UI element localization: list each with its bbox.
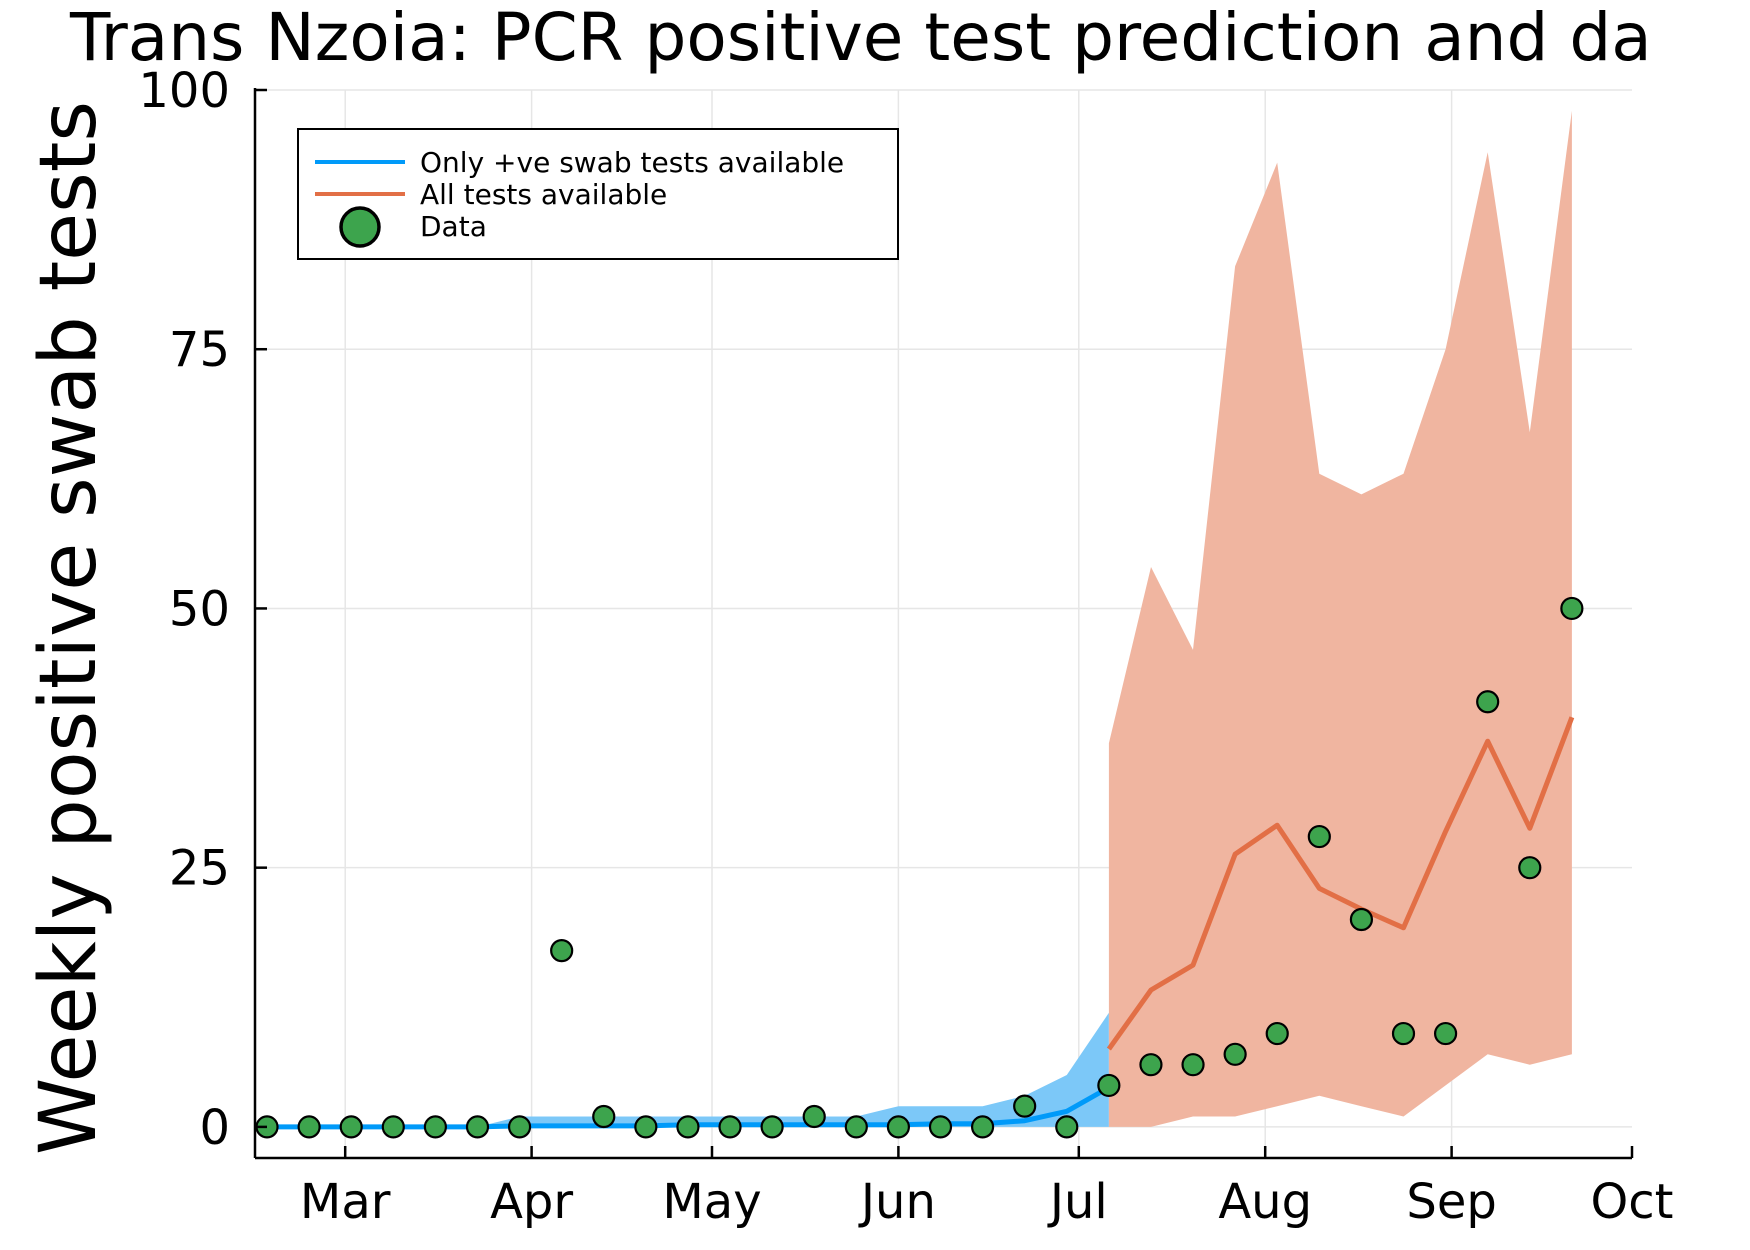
series-1-band [1108, 110, 1572, 1127]
data-point [1181, 1053, 1205, 1077]
data-point [1391, 1021, 1416, 1046]
legend-marker-data [339, 206, 381, 248]
x-tick-label-mar: Mar [300, 1174, 391, 1230]
data-point [1307, 824, 1331, 849]
data-point [634, 1115, 658, 1139]
data-point [1055, 1115, 1079, 1139]
data-point [550, 939, 574, 963]
y-tick-label-25: 25 [169, 841, 230, 897]
y-axis-label: Weekly positive swab tests [24, 101, 114, 1155]
x-tick-label-oct: Oct [1591, 1174, 1674, 1230]
data-point [1223, 1042, 1247, 1066]
data-point [339, 1115, 363, 1139]
data-point [970, 1115, 995, 1139]
legend-label-1: All tests available [420, 178, 667, 211]
y-tick-label-0: 0 [199, 1100, 230, 1156]
data-point [507, 1115, 532, 1139]
data-point [676, 1115, 700, 1139]
x-tick-label-sep: Sep [1406, 1174, 1496, 1230]
tick-labels: 0 25 50 75 100 Mar Apr May Jun Jul Aug Sep Oct [138, 63, 1673, 1230]
series-0-band [267, 1012, 1109, 1127]
data-point [802, 1104, 826, 1129]
x-tick-label-apr: Apr [490, 1174, 573, 1230]
data-point [886, 1115, 911, 1139]
data-point [844, 1115, 868, 1139]
series-1-line [1106, 716, 1575, 1051]
data-point [381, 1115, 405, 1139]
data-points [255, 596, 1584, 1139]
confidence-bands [267, 110, 1572, 1127]
data-point [1433, 1021, 1458, 1046]
data-point [423, 1115, 447, 1139]
legend-label-0: Only +ve swab tests available [420, 146, 844, 179]
axes [253, 88, 1634, 1160]
data-point [1013, 1094, 1037, 1118]
data-point [1518, 856, 1542, 880]
data-point [1265, 1021, 1289, 1046]
data-point [718, 1115, 742, 1139]
y-tick-label-50: 50 [169, 581, 230, 637]
data-point [760, 1115, 784, 1139]
y-tick-label-75: 75 [169, 322, 230, 378]
x-tick-label-aug: Aug [1218, 1174, 1312, 1230]
data-point [928, 1115, 953, 1139]
data-point [465, 1115, 490, 1139]
data-point [297, 1115, 321, 1139]
y-tick-label-100: 100 [138, 63, 230, 119]
chart-title: Trans Nzoia: PCR positive test predictio… [69, 0, 1652, 76]
legend-box [297, 128, 899, 260]
data-point [1560, 596, 1584, 621]
data-point [1476, 690, 1500, 714]
x-tick-label-jun: Jun [858, 1174, 936, 1230]
x-tick-label-jul: Jul [1047, 1174, 1108, 1230]
x-tick-label-may: May [662, 1174, 761, 1230]
legend-label-2: Data [420, 210, 487, 243]
data-point [1139, 1053, 1163, 1077]
data-point [1349, 907, 1374, 932]
data-point [592, 1104, 616, 1129]
data-point [1097, 1073, 1121, 1098]
